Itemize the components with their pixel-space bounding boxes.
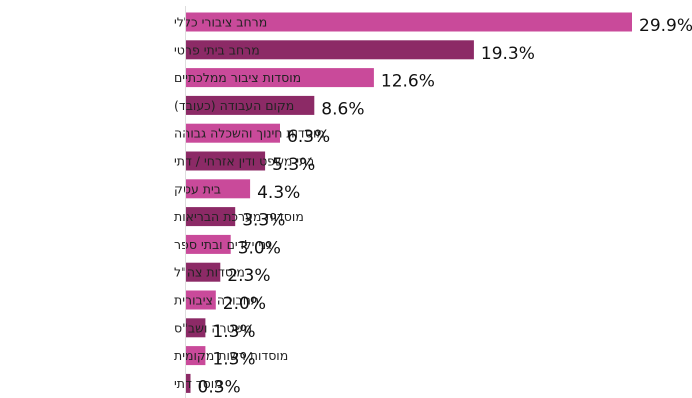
bar	[186, 123, 280, 143]
bar	[186, 68, 374, 88]
value-label: 1.3%	[212, 322, 255, 342]
value-label: 5.3%	[272, 155, 315, 175]
category-label: מרחב ביתי פרטי	[174, 42, 260, 57]
category-label: מוסד דתי	[174, 376, 223, 391]
value-label: 3.0%	[238, 238, 281, 258]
category-label: מוסדות מערכת הבריאות	[174, 209, 304, 224]
bar	[186, 262, 221, 282]
category-label: מוסדות חינוך והשכלה גבוהה	[174, 126, 325, 141]
bar	[186, 346, 206, 366]
category-label: מוסדות צה"ל	[174, 265, 245, 280]
category-label: בתי משפט ודין אזרחי / דתי	[174, 154, 315, 169]
category-label: מרחב ציבורי כללי	[174, 15, 267, 30]
value-label: 4.3%	[257, 183, 300, 203]
value-label: 29.9%	[639, 16, 692, 36]
value-label: 8.6%	[321, 99, 364, 119]
value-label: 1.3%	[212, 350, 255, 370]
value-label: 12.6%	[381, 72, 435, 92]
category-label: מוסדות ציבור ממלכתיים	[174, 70, 301, 85]
bar	[186, 40, 474, 60]
category-labels-group: מרחב ציבורי כללי מרחב ביתי פרטי מוסדות ציב…	[174, 15, 325, 391]
category-label: תחבורה ציבורית	[174, 293, 259, 308]
category-label: משטרה ושב"ס	[174, 320, 252, 335]
bar	[186, 373, 191, 393]
value-label: 19.3%	[481, 44, 535, 64]
bar	[186, 12, 632, 32]
category-label: בית עסק	[174, 181, 221, 196]
bar	[186, 318, 206, 338]
value-labels-group: 29.9% 19.3% 12.6% 8.6% 6.3% 5.3% 4.3% 3.3% 3.0% 2…	[198, 16, 692, 397]
bar	[186, 179, 251, 199]
bar	[186, 207, 236, 227]
category-label: מוסדות רשות מקומית	[174, 348, 288, 363]
value-label: 2.3%	[227, 266, 270, 286]
bar	[186, 234, 231, 254]
value-label: 6.3%	[287, 127, 330, 147]
bar	[186, 151, 266, 171]
value-label: 0.3%	[198, 377, 241, 397]
bar	[186, 290, 216, 310]
value-label: 3.3%	[242, 211, 285, 231]
category-label: מקום העבודה (כעובד)	[174, 98, 294, 113]
category-label: גני ילדים ובתי ספר	[174, 237, 271, 252]
bars-group	[186, 12, 632, 393]
value-label: 2.0%	[223, 294, 266, 314]
bar	[186, 95, 315, 115]
